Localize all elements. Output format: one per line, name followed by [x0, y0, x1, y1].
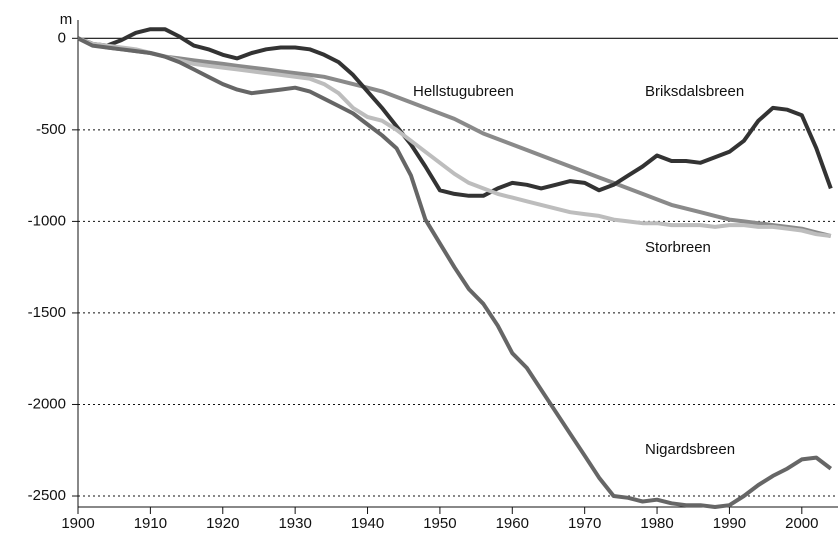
y-tick-label: -2000	[28, 395, 66, 412]
x-tick-label: 2000	[785, 515, 818, 532]
x-tick-label: 1900	[61, 515, 94, 532]
series-label: Briksdalsbreen	[645, 83, 744, 100]
series-line	[77, 36, 832, 238]
x-tick-label: 1950	[423, 515, 456, 532]
x-tick-label: 1980	[640, 515, 673, 532]
series-line	[77, 27, 833, 198]
x-tick-label: 1960	[496, 515, 529, 532]
x-tick-label: 1910	[134, 515, 167, 532]
y-axis-label: m	[60, 11, 73, 28]
series-label: Storbreen	[645, 239, 711, 256]
y-tick-label: 0	[58, 29, 66, 46]
series-label: Hellstugubreen	[413, 83, 514, 100]
y-tick-label: -2500	[28, 487, 66, 504]
x-tick-label: 1920	[206, 515, 239, 532]
x-tick-label: 1990	[713, 515, 746, 532]
series-line	[77, 36, 833, 509]
x-tick-label: 1930	[278, 515, 311, 532]
series-line	[77, 36, 832, 238]
x-tick-label: 1970	[568, 515, 601, 532]
x-tick-label: 1940	[351, 515, 384, 532]
y-tick-label: -500	[36, 121, 66, 138]
series-label: Nigardsbreen	[645, 441, 735, 458]
y-tick-label: -1500	[28, 304, 66, 321]
y-tick-label: -1000	[28, 212, 66, 229]
